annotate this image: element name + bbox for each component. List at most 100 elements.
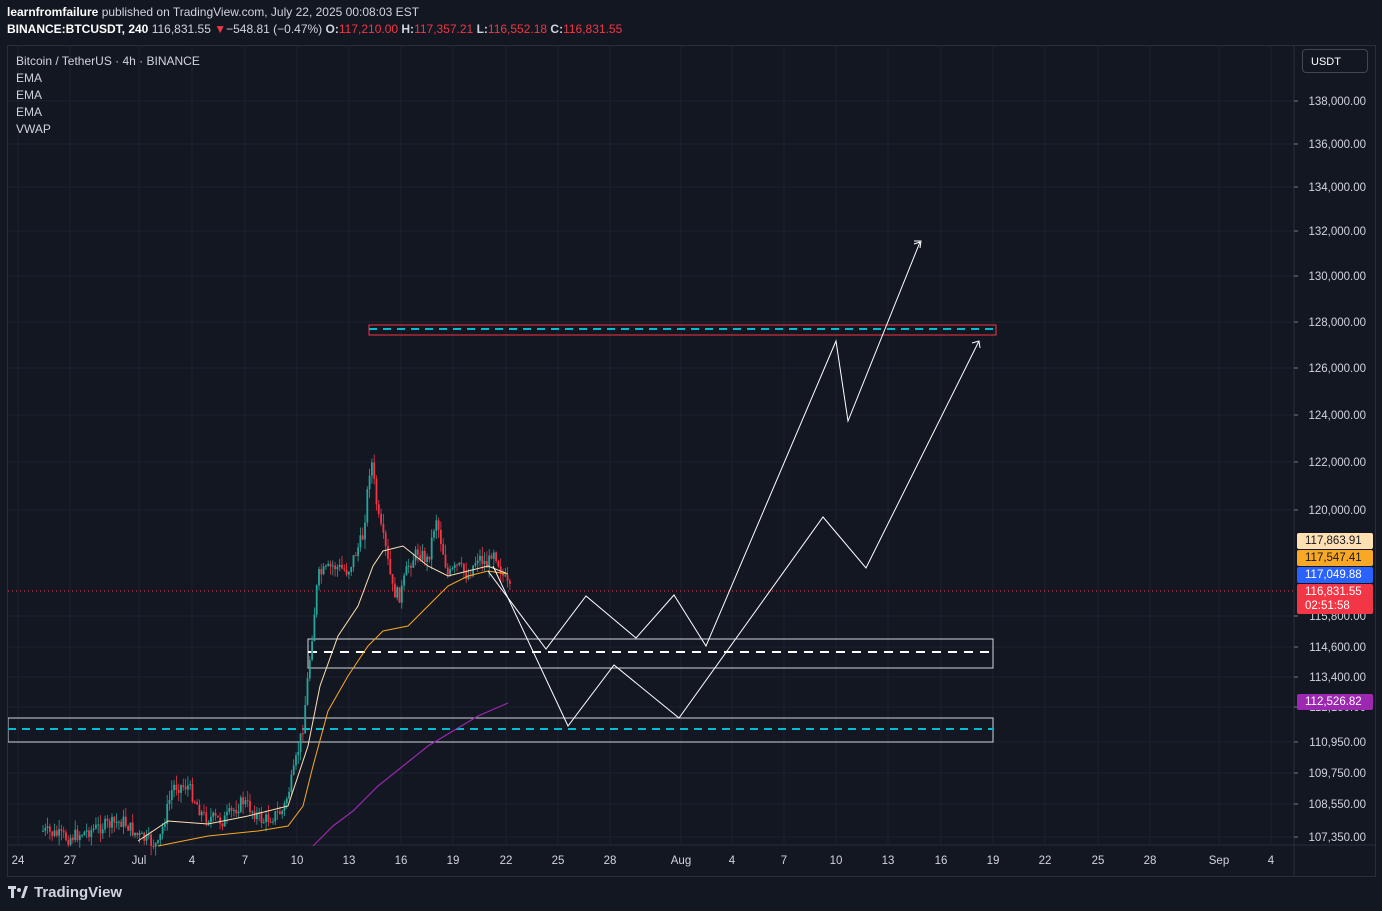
- candle-body: [55, 830, 58, 836]
- candle-body: [423, 550, 426, 562]
- candle-body: [72, 837, 74, 841]
- candle-body: [246, 800, 249, 802]
- price-change: −548.81 (−0.47%): [226, 22, 323, 36]
- candle-body: [141, 832, 143, 834]
- candle-body: [168, 799, 171, 804]
- candle-body: [78, 835, 81, 841]
- publish-info: learnfromfailure published on TradingVie…: [7, 5, 419, 19]
- legend-vwap[interactable]: VWAP: [16, 122, 51, 136]
- candle-body: [290, 774, 293, 792]
- ema-mid-line: [157, 570, 509, 847]
- candle-body: [380, 513, 382, 524]
- candle-body: [488, 555, 491, 568]
- candle-body: [152, 845, 155, 847]
- vwap-line: [312, 702, 509, 847]
- candle-body: [101, 829, 104, 834]
- time-axis-label: 22: [1039, 855, 1052, 867]
- candle-body: [274, 811, 277, 822]
- brand-name: TradingView: [34, 884, 123, 901]
- candle-body: [60, 829, 63, 831]
- candle-body: [253, 811, 256, 820]
- time-axis-label: 10: [291, 855, 304, 867]
- time-axis-label: 16: [935, 855, 948, 867]
- candle-body: [111, 816, 113, 828]
- candle-body: [437, 520, 440, 530]
- candle-body: [341, 564, 343, 569]
- candle-body: [106, 818, 109, 821]
- candle-body: [131, 822, 134, 836]
- time-axis-label: 4: [1268, 855, 1275, 867]
- candle-body: [233, 809, 235, 811]
- candle-body: [456, 564, 458, 566]
- candle-body: [122, 816, 125, 827]
- time-axis-label: 19: [447, 855, 460, 867]
- last-price: 116,831.55: [151, 22, 211, 36]
- candle-body: [368, 475, 371, 490]
- candle-body: [359, 535, 362, 548]
- candle-body: [352, 555, 355, 568]
- chart-canvas[interactable]: 138,000.00 136,000.00 134,000.00 132,000.00…: [8, 46, 1376, 877]
- price-axis-label: 110,950.00: [1309, 737, 1366, 749]
- candle-body: [279, 811, 281, 815]
- candle-body: [221, 823, 224, 827]
- candle-body: [334, 565, 336, 570]
- candle-body: [419, 554, 422, 560]
- candle-body: [444, 554, 447, 568]
- candle-body: [504, 575, 507, 577]
- candle-body: [76, 829, 79, 841]
- legend-title[interactable]: Bitcoin / TetherUS · 4h · BINANCE: [16, 54, 200, 68]
- candle-body: [509, 580, 511, 584]
- time-axis-label: 4: [189, 855, 196, 867]
- candle-body: [292, 765, 295, 775]
- candle-body: [88, 830, 90, 838]
- candle-body: [173, 784, 175, 791]
- candle-body: [182, 785, 185, 787]
- candle-body: [403, 575, 405, 586]
- candle-body: [288, 791, 290, 799]
- candle-body: [486, 561, 488, 568]
- candle-body: [327, 563, 330, 566]
- candle-body: [81, 835, 83, 837]
- candle-body: [53, 830, 56, 836]
- candle-body: [219, 817, 221, 824]
- publisher-name[interactable]: learnfromfailure: [7, 5, 99, 19]
- legend-ema-3[interactable]: EMA: [16, 105, 43, 119]
- legend-ema-1[interactable]: EMA: [16, 71, 43, 85]
- candle-body: [373, 462, 376, 479]
- chart-pane[interactable]: 138,000.00 136,000.00 134,000.00 132,000.00…: [7, 45, 1376, 877]
- candle-body: [391, 574, 394, 584]
- candle-body: [449, 568, 451, 575]
- tradingview-logo[interactable]: TradingView: [8, 884, 122, 901]
- candle-body: [145, 834, 148, 841]
- candles: [42, 454, 511, 856]
- candle-body: [426, 556, 428, 562]
- candle-body: [95, 824, 97, 829]
- candle-body: [166, 803, 169, 825]
- candle-body: [384, 532, 387, 547]
- arrow-head-1: [913, 241, 921, 245]
- candle-body: [366, 489, 369, 523]
- candle-body: [120, 821, 123, 827]
- candle-body: [159, 834, 162, 841]
- projection-path-2: [492, 340, 980, 727]
- candle-body: [433, 530, 435, 538]
- price-axis-label: 122,000.00: [1308, 457, 1366, 469]
- candle-body: [170, 790, 173, 800]
- candle-body: [325, 565, 327, 567]
- time-axis-label: 13: [882, 855, 895, 867]
- price-axis-label: 120,000.00: [1308, 505, 1366, 517]
- candle-body: [407, 565, 410, 567]
- candle-body: [136, 832, 139, 836]
- candle-body: [113, 816, 116, 823]
- time-axis-label: 25: [1092, 855, 1105, 867]
- candle-body: [308, 659, 311, 679]
- candle-body: [476, 560, 479, 564]
- candle-body: [92, 828, 95, 830]
- legend-ema-2[interactable]: EMA: [16, 88, 43, 102]
- currency-button[interactable]: USDT: [1302, 49, 1368, 73]
- time-axis-label: 27: [64, 855, 77, 867]
- candle-body: [483, 561, 486, 564]
- candle-body: [44, 828, 47, 831]
- candle-body: [226, 811, 228, 816]
- candle-body: [295, 755, 297, 766]
